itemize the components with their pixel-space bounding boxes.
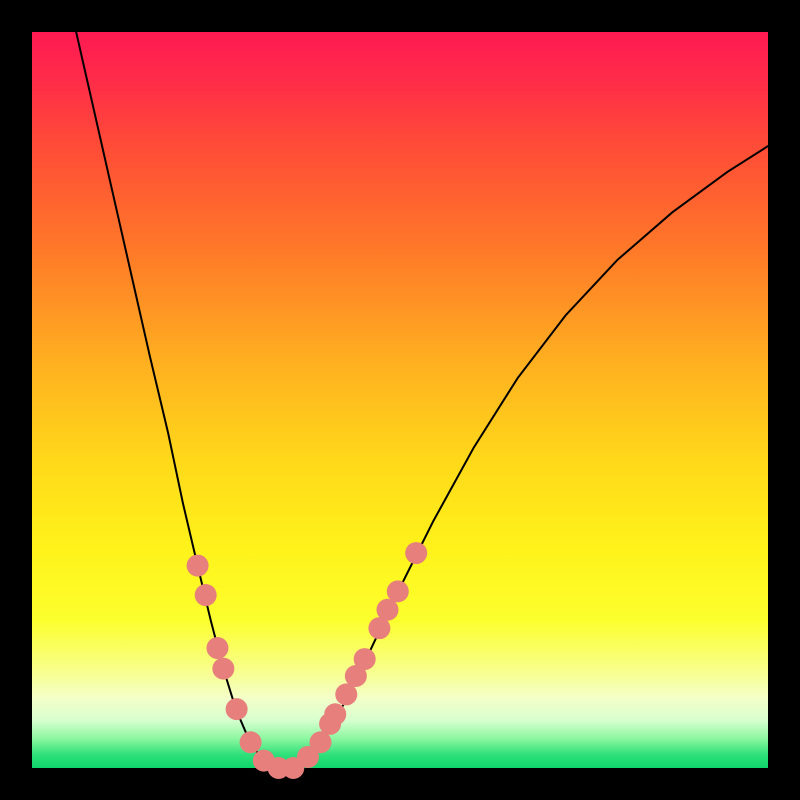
data-marker xyxy=(195,584,217,606)
chart-svg xyxy=(0,0,800,800)
chart-frame: TheBottleneck.com xyxy=(0,0,800,800)
data-marker xyxy=(354,648,376,670)
data-marker xyxy=(226,698,248,720)
data-marker xyxy=(405,542,427,564)
plot-background xyxy=(32,32,768,768)
data-marker xyxy=(187,555,209,577)
data-marker xyxy=(240,731,262,753)
data-marker xyxy=(212,658,234,680)
data-marker xyxy=(387,580,409,602)
data-marker xyxy=(324,703,346,725)
data-marker xyxy=(376,599,398,621)
data-marker xyxy=(206,637,228,659)
